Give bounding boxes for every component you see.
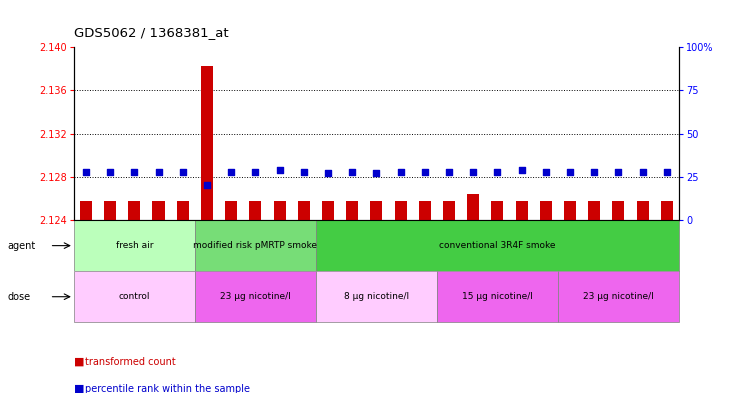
Point (540, 169, 552, 175)
Point (177, 169, 189, 175)
Point (322, 170, 334, 176)
Text: 8 μg nicotine/l: 8 μg nicotine/l (344, 292, 409, 301)
Text: GDS5062 / 1368381_at: GDS5062 / 1368381_at (74, 26, 229, 39)
Point (128, 169, 140, 175)
Point (153, 169, 165, 175)
Bar (443, 201, 455, 220)
Bar (225, 201, 237, 220)
Text: agent: agent (7, 241, 35, 251)
Bar (322, 201, 334, 220)
Bar (128, 201, 140, 220)
Point (80, 169, 92, 175)
Text: fresh air: fresh air (116, 241, 153, 250)
Bar (74, 220, 195, 271)
Bar (539, 201, 552, 220)
Point (201, 182, 213, 189)
Bar (395, 201, 407, 220)
Bar (661, 201, 673, 220)
Point (249, 169, 261, 175)
Text: control: control (119, 292, 150, 301)
Bar (588, 201, 600, 220)
Bar (558, 271, 679, 322)
Text: conventional 3R4F smoke: conventional 3R4F smoke (439, 241, 556, 250)
Bar (249, 201, 261, 220)
Bar (201, 66, 213, 220)
Bar (316, 220, 679, 271)
Text: modified risk pMRTP smoke: modified risk pMRTP smoke (193, 241, 317, 250)
Bar (316, 271, 437, 322)
Text: transformed count: transformed count (85, 356, 176, 367)
Text: 23 μg nicotine/l: 23 μg nicotine/l (220, 292, 291, 301)
Point (661, 169, 673, 175)
Text: dose: dose (7, 292, 30, 302)
Bar (80, 201, 92, 220)
Point (588, 169, 600, 175)
Bar (74, 271, 195, 322)
Text: 23 μg nicotine/l: 23 μg nicotine/l (583, 292, 654, 301)
Bar (564, 201, 576, 220)
Bar (195, 220, 316, 271)
Text: percentile rank within the sample: percentile rank within the sample (85, 384, 250, 393)
Bar (437, 271, 558, 322)
Bar (176, 201, 189, 220)
Bar (297, 201, 310, 220)
Point (467, 169, 479, 175)
Bar (195, 271, 316, 322)
Bar (104, 201, 116, 220)
Point (274, 167, 286, 173)
Point (225, 169, 237, 175)
Bar (370, 201, 382, 220)
Point (443, 169, 455, 175)
Bar (153, 201, 165, 220)
Point (564, 169, 576, 175)
Bar (637, 201, 649, 220)
Point (395, 169, 407, 175)
Point (516, 167, 528, 173)
Point (419, 169, 431, 175)
Bar (418, 201, 431, 220)
Point (370, 170, 382, 176)
Point (637, 169, 649, 175)
Point (492, 169, 503, 175)
Bar (274, 201, 286, 220)
Text: ■: ■ (74, 356, 88, 367)
Bar (467, 194, 479, 220)
Bar (492, 201, 503, 220)
Point (298, 169, 310, 175)
Bar (613, 201, 624, 220)
Bar (516, 201, 528, 220)
Point (613, 169, 624, 175)
Text: ■: ■ (74, 384, 88, 393)
Point (346, 169, 358, 175)
Point (104, 169, 116, 175)
Bar (346, 201, 358, 220)
Text: 15 μg nicotine/l: 15 μg nicotine/l (462, 292, 533, 301)
